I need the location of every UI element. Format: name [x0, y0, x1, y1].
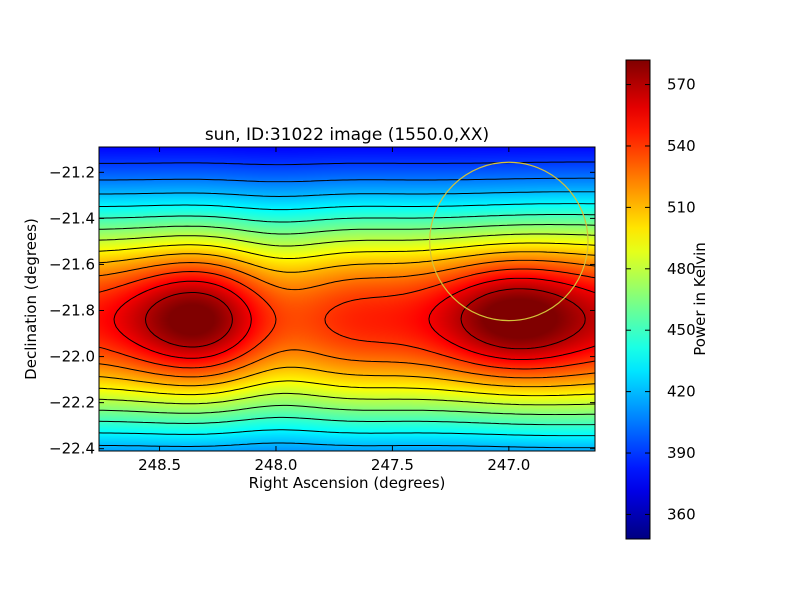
y-tick-label: −21.4	[49, 209, 95, 227]
contour-line	[99, 215, 595, 425]
contour-line	[99, 252, 595, 387]
contour-line	[99, 243, 595, 396]
x-axis-label: Right Ascension (degrees)	[249, 474, 446, 492]
y-axis-label: Declination (degrees)	[22, 218, 40, 380]
x-tick-label: 248.0	[254, 456, 297, 474]
x-tick-label: 247.5	[371, 456, 414, 474]
heatmap-image	[99, 147, 595, 451]
colorbar-gradient	[625, 59, 651, 540]
contour-line	[99, 234, 595, 405]
contour-line	[146, 289, 586, 349]
contour-line	[99, 269, 595, 369]
colorbar-tick-label: 420	[667, 383, 696, 401]
y-tick-label: −21.2	[49, 163, 95, 181]
marker-circle	[429, 161, 589, 322]
contour-line	[99, 192, 595, 448]
x-tick-label: 248.5	[138, 456, 181, 474]
colorbar-tick-label: 480	[667, 260, 696, 278]
x-axis: 248.5 248.0 247.5 247.0	[138, 147, 530, 474]
colorbar-label: Power in Kelvin	[691, 242, 709, 356]
contour-lines	[99, 162, 595, 448]
colorbar-tick-label: 540	[667, 137, 696, 155]
contour-line	[99, 204, 595, 436]
colorbar-tick-label: 360	[667, 505, 696, 523]
colorbar-tick-label: 450	[667, 321, 696, 339]
y-tick-label: −22.0	[49, 348, 95, 366]
y-tick-label: −21.8	[49, 302, 95, 320]
contour-line	[114, 278, 595, 359]
x-tick-label: 247.0	[487, 456, 530, 474]
colorbar-tick-label: 510	[667, 198, 696, 216]
colorbar-tick-label: 570	[667, 76, 696, 94]
plot-frame	[98, 146, 596, 452]
y-tick-label: −22.2	[49, 394, 95, 412]
colorbar-ticks: 360 390 420 450 480 510 540 570	[626, 76, 696, 523]
contour-line	[99, 260, 595, 378]
plot-area	[98, 146, 596, 452]
colorbar: 360 390 420 450 480 510 540 570 Power in Kelvin	[625, 59, 709, 540]
chart-title: sun, ID:31022 image (1550.0,XX)	[205, 125, 489, 145]
colorbar-tick-label: 390	[667, 444, 696, 462]
y-axis: −21.2 −21.4 −21.6 −21.8 −22.0 −22.2 −22.4	[49, 163, 595, 458]
y-tick-label: −22.4	[49, 440, 95, 458]
contour-line	[99, 225, 595, 415]
y-tick-label: −21.6	[49, 255, 95, 273]
